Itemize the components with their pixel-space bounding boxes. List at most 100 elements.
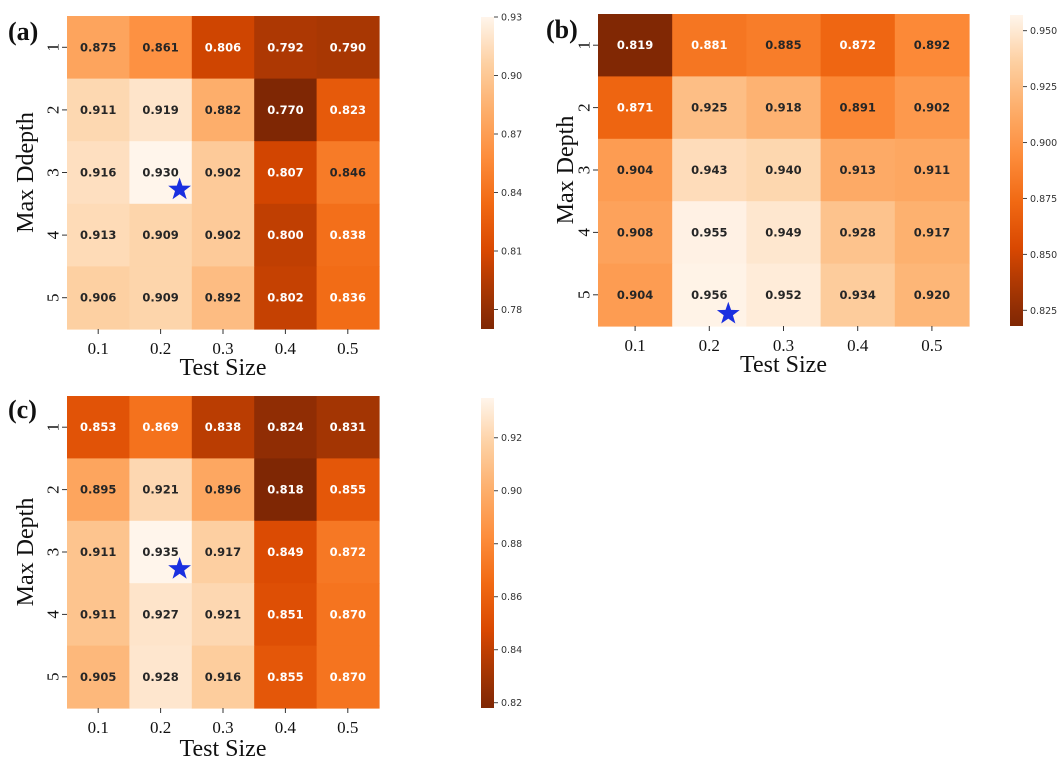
cell-value-label: 0.838 [205, 420, 241, 434]
heatmap-cell [129, 583, 193, 647]
heatmap-cell [894, 14, 970, 77]
cell-value-label: 0.921 [142, 483, 178, 497]
x-tick-label: 0.5 [337, 339, 358, 358]
colorbar-tick-label: 0.86 [501, 592, 522, 603]
cell-value-label: 0.875 [80, 40, 116, 54]
x-tick-label: 0.4 [847, 336, 869, 355]
heatmap-cell [316, 266, 380, 330]
cell-value-label: 0.918 [765, 101, 801, 115]
y-tick-label: 1 [44, 43, 63, 52]
heatmap-cell [254, 16, 318, 80]
heatmap-cell [820, 76, 896, 140]
colorbar-tick-label: 0.84 [501, 188, 522, 199]
cell-value-label: 0.824 [267, 420, 303, 434]
cell-value-label: 0.902 [205, 166, 241, 180]
cell-value-label: 0.909 [142, 228, 178, 242]
y-tick-label: 2 [575, 103, 594, 112]
heatmap-cell [746, 14, 822, 77]
heatmap-cell [894, 263, 970, 327]
heatmap-cell [316, 645, 380, 709]
heatmap-cell [67, 266, 130, 330]
x-tick-label: 0.3 [212, 339, 233, 358]
cell-value-label: 0.836 [330, 291, 366, 305]
cell-value-label: 0.911 [80, 545, 116, 559]
cell-value-label: 0.906 [80, 291, 116, 305]
heatmap-cell [191, 583, 255, 647]
heatmap-cell [191, 396, 255, 459]
heatmap-cell [129, 645, 193, 709]
y-tick-label: 3 [44, 168, 63, 177]
cell-value-label: 0.916 [205, 670, 241, 684]
heatmap-cell [598, 76, 673, 140]
heatmap-cell [746, 201, 822, 265]
star-marker [716, 301, 740, 324]
cell-value-label: 0.770 [267, 103, 303, 117]
cell-value-label: 0.819 [617, 38, 653, 52]
cell-value-label: 0.911 [80, 607, 116, 621]
heatmap-cell [672, 201, 747, 265]
cell-value-label: 0.861 [142, 40, 178, 54]
cell-value-label: 0.851 [267, 607, 303, 621]
x-tick-label: 0.2 [699, 336, 720, 355]
cell-value-label: 0.870 [330, 607, 366, 621]
heatmap-cell [67, 396, 130, 459]
heatmap-cell [129, 396, 193, 459]
y-axis-label: Max Depth [13, 498, 39, 607]
cell-value-label: 0.891 [840, 101, 876, 115]
cell-value-label: 0.853 [80, 420, 116, 434]
cell-value-label: 0.823 [330, 103, 366, 117]
cell-value-label: 0.911 [80, 103, 116, 117]
x-tick-label: 0.1 [624, 336, 645, 355]
cell-value-label: 0.920 [914, 288, 950, 302]
heatmap-cell [316, 583, 380, 647]
y-tick-label: 2 [44, 485, 63, 494]
heatmap-cell [67, 203, 130, 267]
colorbar-tick-label: 0.88 [501, 539, 522, 550]
heatmap-cell [254, 458, 318, 522]
cell-value-label: 0.928 [142, 670, 178, 684]
heatmap-cell [254, 520, 318, 584]
colorbar-tick-label: 0.78 [501, 305, 522, 316]
colorbar-tick-label: 0.81 [501, 247, 522, 258]
y-tick-label: 5 [44, 673, 63, 682]
x-tick-label: 0.1 [88, 339, 109, 358]
cell-value-label: 0.949 [765, 225, 801, 239]
panel-label: (a) [8, 17, 38, 46]
colorbar-tick-label: 0.87 [501, 130, 522, 141]
cell-value-label: 0.935 [142, 545, 178, 559]
cell-value-label: 0.930 [142, 166, 178, 180]
cell-value-label: 0.802 [267, 291, 303, 305]
cell-value-label: 0.911 [914, 163, 950, 177]
heatmap-cell [254, 396, 318, 459]
heatmap-cell [820, 263, 896, 327]
heatmap-cell [254, 78, 318, 142]
cell-value-label: 0.806 [205, 40, 241, 54]
heatmap-cell [191, 520, 255, 584]
heatmap-cell [820, 138, 896, 202]
cell-value-label: 0.927 [142, 607, 178, 621]
x-tick-label: 0.4 [275, 339, 297, 358]
heatmap-cell [672, 138, 747, 202]
heatmap-cell [672, 263, 747, 327]
cell-value-label: 0.928 [840, 225, 876, 239]
heatmap-cell [894, 76, 970, 140]
heatmap-cell [254, 203, 318, 267]
heatmap-cell [67, 520, 130, 584]
colorbar-tick-label: 0.925 [1030, 82, 1057, 93]
heatmap-cell [191, 78, 255, 142]
cell-value-label: 0.892 [914, 38, 950, 52]
x-tick-label: 0.2 [150, 339, 171, 358]
colorbar-tick-label: 0.850 [1030, 250, 1057, 261]
cell-value-label: 0.790 [330, 40, 366, 54]
cell-value-label: 0.855 [267, 670, 303, 684]
heatmap-cell [191, 16, 255, 80]
heatmap-cell [129, 203, 193, 267]
colorbar-tick-label: 0.92 [501, 433, 522, 444]
cell-value-label: 0.913 [80, 228, 116, 242]
cell-value-label: 0.792 [267, 40, 303, 54]
cell-value-label: 0.892 [205, 291, 241, 305]
heatmap-cell [316, 520, 380, 584]
heatmap-cell [254, 141, 318, 205]
heatmap-cell [598, 14, 673, 77]
